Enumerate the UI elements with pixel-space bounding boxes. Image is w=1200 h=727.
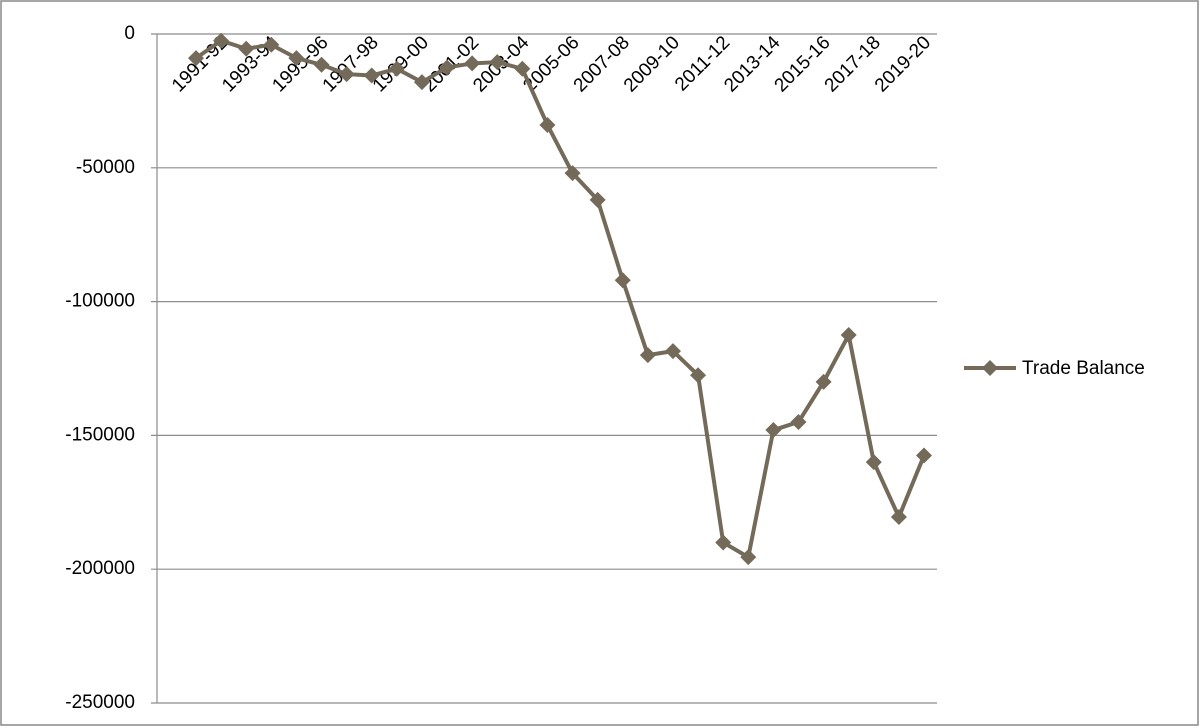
marker	[288, 50, 305, 67]
marker	[464, 55, 481, 72]
marker	[489, 54, 506, 71]
marker	[865, 454, 882, 471]
marker	[413, 74, 430, 91]
legend-marker	[982, 360, 998, 376]
marker	[664, 343, 681, 360]
y-tick-label: -250000	[65, 692, 135, 713]
y-tick-label: 0	[124, 23, 135, 44]
marker	[338, 66, 355, 83]
marker	[564, 165, 581, 182]
marker	[639, 347, 656, 364]
marker	[690, 367, 707, 384]
marker	[539, 116, 556, 133]
marker	[840, 327, 857, 344]
marker	[514, 60, 531, 77]
marker	[815, 373, 832, 390]
marker	[188, 50, 204, 67]
marker	[715, 534, 732, 551]
legend-label: Trade Balance	[1022, 358, 1145, 379]
marker	[213, 32, 230, 49]
marker	[589, 191, 606, 208]
y-tick-label: -150000	[65, 424, 135, 445]
marker	[363, 67, 380, 84]
y-tick-label: -100000	[65, 291, 135, 312]
marker	[388, 60, 405, 77]
y-tick-label: -200000	[65, 558, 135, 579]
marker	[263, 36, 280, 53]
marker	[916, 447, 932, 464]
marker	[439, 59, 456, 76]
marker	[765, 422, 782, 439]
marker	[890, 509, 907, 526]
marker	[790, 414, 807, 431]
marker	[238, 40, 255, 57]
marker	[313, 56, 330, 73]
y-tick-label: -50000	[76, 157, 135, 178]
marker	[614, 272, 631, 289]
marker	[740, 549, 757, 566]
